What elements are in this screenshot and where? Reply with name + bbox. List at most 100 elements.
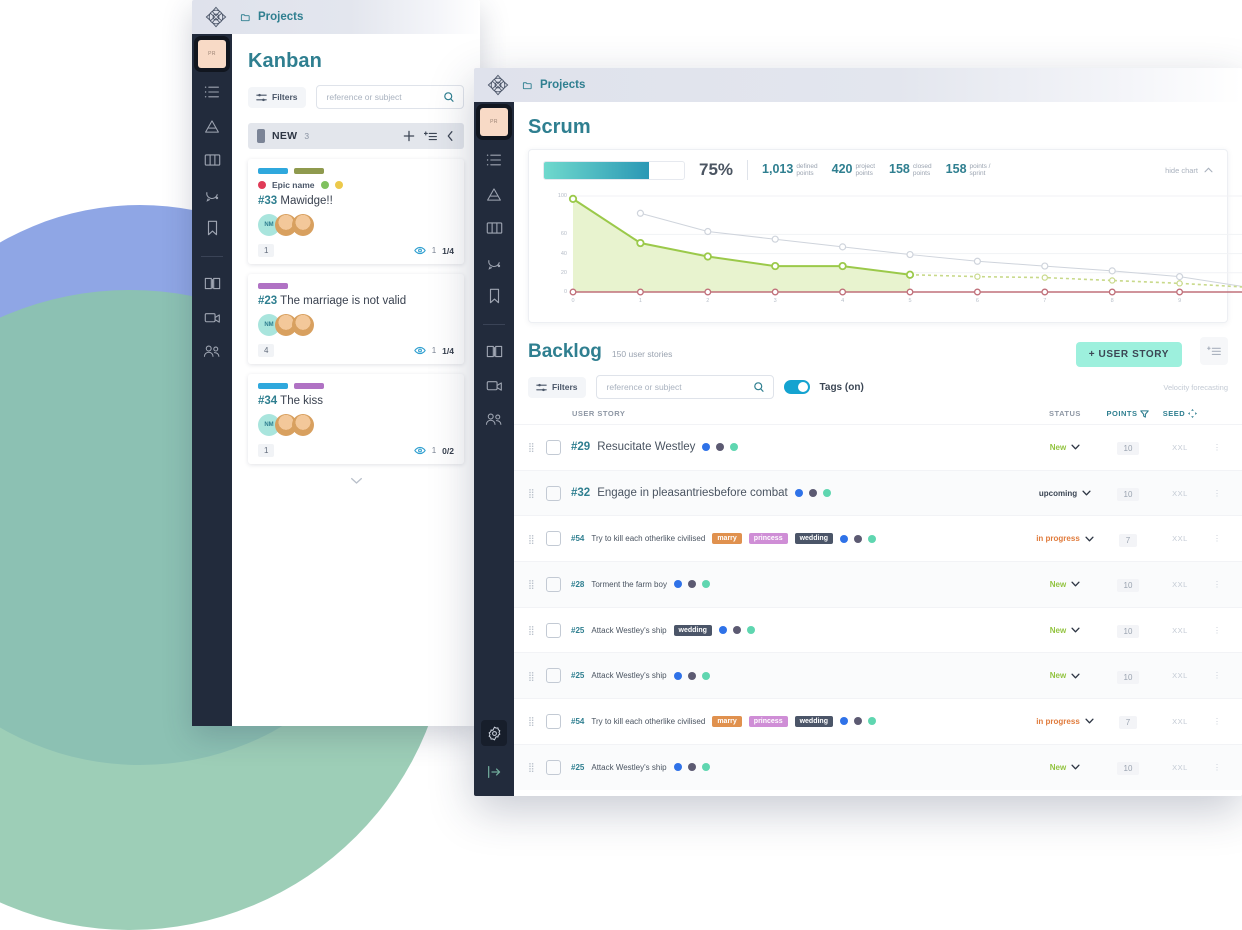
search-box[interactable] bbox=[315, 85, 464, 109]
status-badge[interactable]: in progress bbox=[1028, 534, 1102, 543]
status-badge[interactable]: New bbox=[1028, 763, 1102, 772]
table-row[interactable]: ⣿ #54 Try to kill each otherlike civilis… bbox=[514, 698, 1242, 744]
story-tag[interactable]: wedding bbox=[673, 624, 712, 636]
drag-handle-icon[interactable]: ⣿ bbox=[528, 762, 536, 773]
row-checkbox[interactable] bbox=[546, 759, 561, 775]
book-icon[interactable] bbox=[482, 341, 506, 361]
story-tag[interactable]: wedding bbox=[794, 715, 833, 727]
table-row[interactable]: ⣿ #25 Attack Westley's ship New 10 XXL ⋮ bbox=[514, 743, 1242, 790]
sidebar-project-avatar[interactable]: PR bbox=[198, 40, 226, 68]
avatar[interactable] bbox=[275, 414, 297, 436]
app-logo-icon[interactable] bbox=[474, 68, 522, 102]
row-checkbox[interactable] bbox=[546, 439, 561, 455]
list-icon[interactable] bbox=[200, 82, 224, 102]
drag-handle-icon[interactable]: ⣿ bbox=[528, 716, 536, 727]
search-input[interactable] bbox=[604, 381, 753, 393]
story-tag[interactable]: princess bbox=[748, 715, 788, 727]
columns-icon[interactable] bbox=[200, 150, 224, 170]
breadcrumb[interactable]: Projects bbox=[240, 11, 303, 23]
gear-icon[interactable] bbox=[481, 720, 507, 746]
row-menu-icon[interactable]: ⋮ bbox=[1213, 442, 1221, 452]
table-row[interactable]: ⣿ #25 Attack Westley's ship New 10 XXL ⋮ bbox=[514, 652, 1242, 699]
row-checkbox[interactable] bbox=[546, 713, 561, 729]
avatar[interactable]: NM bbox=[258, 414, 280, 436]
avatar[interactable] bbox=[292, 214, 314, 236]
row-menu-icon[interactable]: ⋮ bbox=[1213, 488, 1221, 498]
add-icon[interactable] bbox=[403, 130, 415, 142]
row-menu-icon[interactable]: ⋮ bbox=[1213, 671, 1221, 681]
filters-button[interactable]: Filters bbox=[528, 376, 586, 398]
add-user-story-button[interactable]: + USER STORY bbox=[1075, 342, 1182, 367]
hide-chart-button[interactable]: hide chart bbox=[1165, 166, 1213, 175]
row-menu-icon[interactable]: ⋮ bbox=[1213, 762, 1221, 772]
search-box[interactable] bbox=[595, 375, 774, 399]
row-menu-icon[interactable]: ⋮ bbox=[1213, 716, 1221, 726]
avatar[interactable]: NM bbox=[258, 314, 280, 336]
columns-icon[interactable] bbox=[482, 218, 506, 238]
status-badge[interactable]: New bbox=[1028, 626, 1102, 635]
add-sort-icon[interactable] bbox=[424, 130, 437, 142]
list-icon[interactable] bbox=[482, 150, 506, 170]
kanban-card[interactable]: #23 The marriage is not valid NM 4 1 1/4 bbox=[248, 274, 464, 364]
sidebar-project-avatar[interactable]: PR bbox=[480, 108, 508, 136]
people-icon[interactable] bbox=[200, 341, 224, 361]
breadcrumb[interactable]: Projects bbox=[522, 79, 585, 91]
search-input[interactable] bbox=[324, 91, 443, 103]
drag-handle-icon[interactable]: ⣿ bbox=[528, 625, 536, 636]
comment-icon[interactable] bbox=[200, 184, 224, 204]
bookmark-icon[interactable] bbox=[482, 286, 506, 306]
tags-toggle[interactable] bbox=[783, 380, 810, 394]
bulk-add-icon[interactable] bbox=[1200, 337, 1228, 365]
collapse-icon[interactable] bbox=[446, 130, 455, 142]
avatar[interactable]: NM bbox=[258, 214, 280, 236]
story-tag[interactable]: marry bbox=[712, 715, 742, 727]
avatar[interactable] bbox=[292, 314, 314, 336]
pyramid-icon[interactable] bbox=[200, 116, 224, 136]
comment-icon[interactable] bbox=[482, 252, 506, 272]
row-menu-icon[interactable]: ⋮ bbox=[1213, 579, 1221, 589]
table-row[interactable]: ⣿ #28 Torment the farm boy New 10 XXL ⋮ bbox=[514, 561, 1242, 607]
avatar[interactable] bbox=[275, 214, 297, 236]
drag-handle-icon[interactable]: ⣿ bbox=[528, 670, 536, 681]
story-tag[interactable]: marry bbox=[712, 533, 742, 545]
drag-handle-icon[interactable]: ⣿ bbox=[528, 533, 536, 544]
avatar[interactable] bbox=[275, 314, 297, 336]
kanban-card[interactable]: Epic name #33 Mawidge!! NM 1 1 1/4 bbox=[248, 159, 464, 264]
drag-handle-icon[interactable]: ⣿ bbox=[528, 579, 536, 590]
video-icon[interactable] bbox=[482, 375, 506, 395]
filters-button[interactable]: Filters bbox=[248, 86, 306, 108]
status-badge[interactable]: New bbox=[1028, 671, 1102, 680]
pyramid-icon[interactable] bbox=[482, 184, 506, 204]
story-tag[interactable]: wedding bbox=[794, 533, 833, 545]
status-badge[interactable]: upcoming bbox=[1028, 489, 1102, 498]
column-header-points[interactable]: POINTS bbox=[1102, 409, 1154, 418]
status-badge[interactable]: New bbox=[1028, 443, 1102, 452]
velocity-forecasting-link[interactable]: Velocity forecasting bbox=[1163, 382, 1228, 392]
status-badge[interactable]: New bbox=[1028, 580, 1102, 589]
people-icon[interactable] bbox=[482, 409, 506, 429]
row-checkbox[interactable] bbox=[546, 531, 561, 547]
row-menu-icon[interactable]: ⋮ bbox=[1213, 534, 1221, 544]
kanban-card[interactable]: #34 The kiss NM 1 1 0/2 bbox=[248, 374, 464, 464]
logout-icon[interactable] bbox=[482, 762, 506, 782]
table-row[interactable]: ⣿ #25 Attack Westley's ship wedding New … bbox=[514, 606, 1242, 653]
row-checkbox[interactable] bbox=[546, 668, 561, 684]
row-checkbox[interactable] bbox=[546, 485, 561, 501]
row-menu-icon[interactable]: ⋮ bbox=[1213, 625, 1221, 635]
column-header-seed[interactable]: SEED bbox=[1154, 409, 1206, 418]
book-icon[interactable] bbox=[200, 273, 224, 293]
story-tag[interactable]: princess bbox=[748, 533, 788, 545]
table-row[interactable]: ⣿ #54 Try to kill each otherlike civilis… bbox=[514, 515, 1242, 561]
app-logo-icon[interactable] bbox=[192, 0, 240, 34]
row-checkbox[interactable] bbox=[546, 622, 561, 638]
bookmark-icon[interactable] bbox=[200, 218, 224, 238]
table-row[interactable]: ⣿ #29 Resucitate Westley New 10 XXL ⋮ bbox=[514, 424, 1242, 470]
table-row[interactable]: ⣿ #32 Engage in pleasantriesbefore comba… bbox=[514, 469, 1242, 516]
status-badge[interactable]: in progress bbox=[1028, 717, 1102, 726]
drag-handle-icon[interactable]: ⣿ bbox=[528, 442, 536, 453]
drag-handle-icon[interactable]: ⣿ bbox=[528, 488, 536, 499]
load-more-icon[interactable] bbox=[232, 472, 480, 490]
video-icon[interactable] bbox=[200, 307, 224, 327]
row-checkbox[interactable] bbox=[546, 576, 561, 592]
avatar[interactable] bbox=[292, 414, 314, 436]
